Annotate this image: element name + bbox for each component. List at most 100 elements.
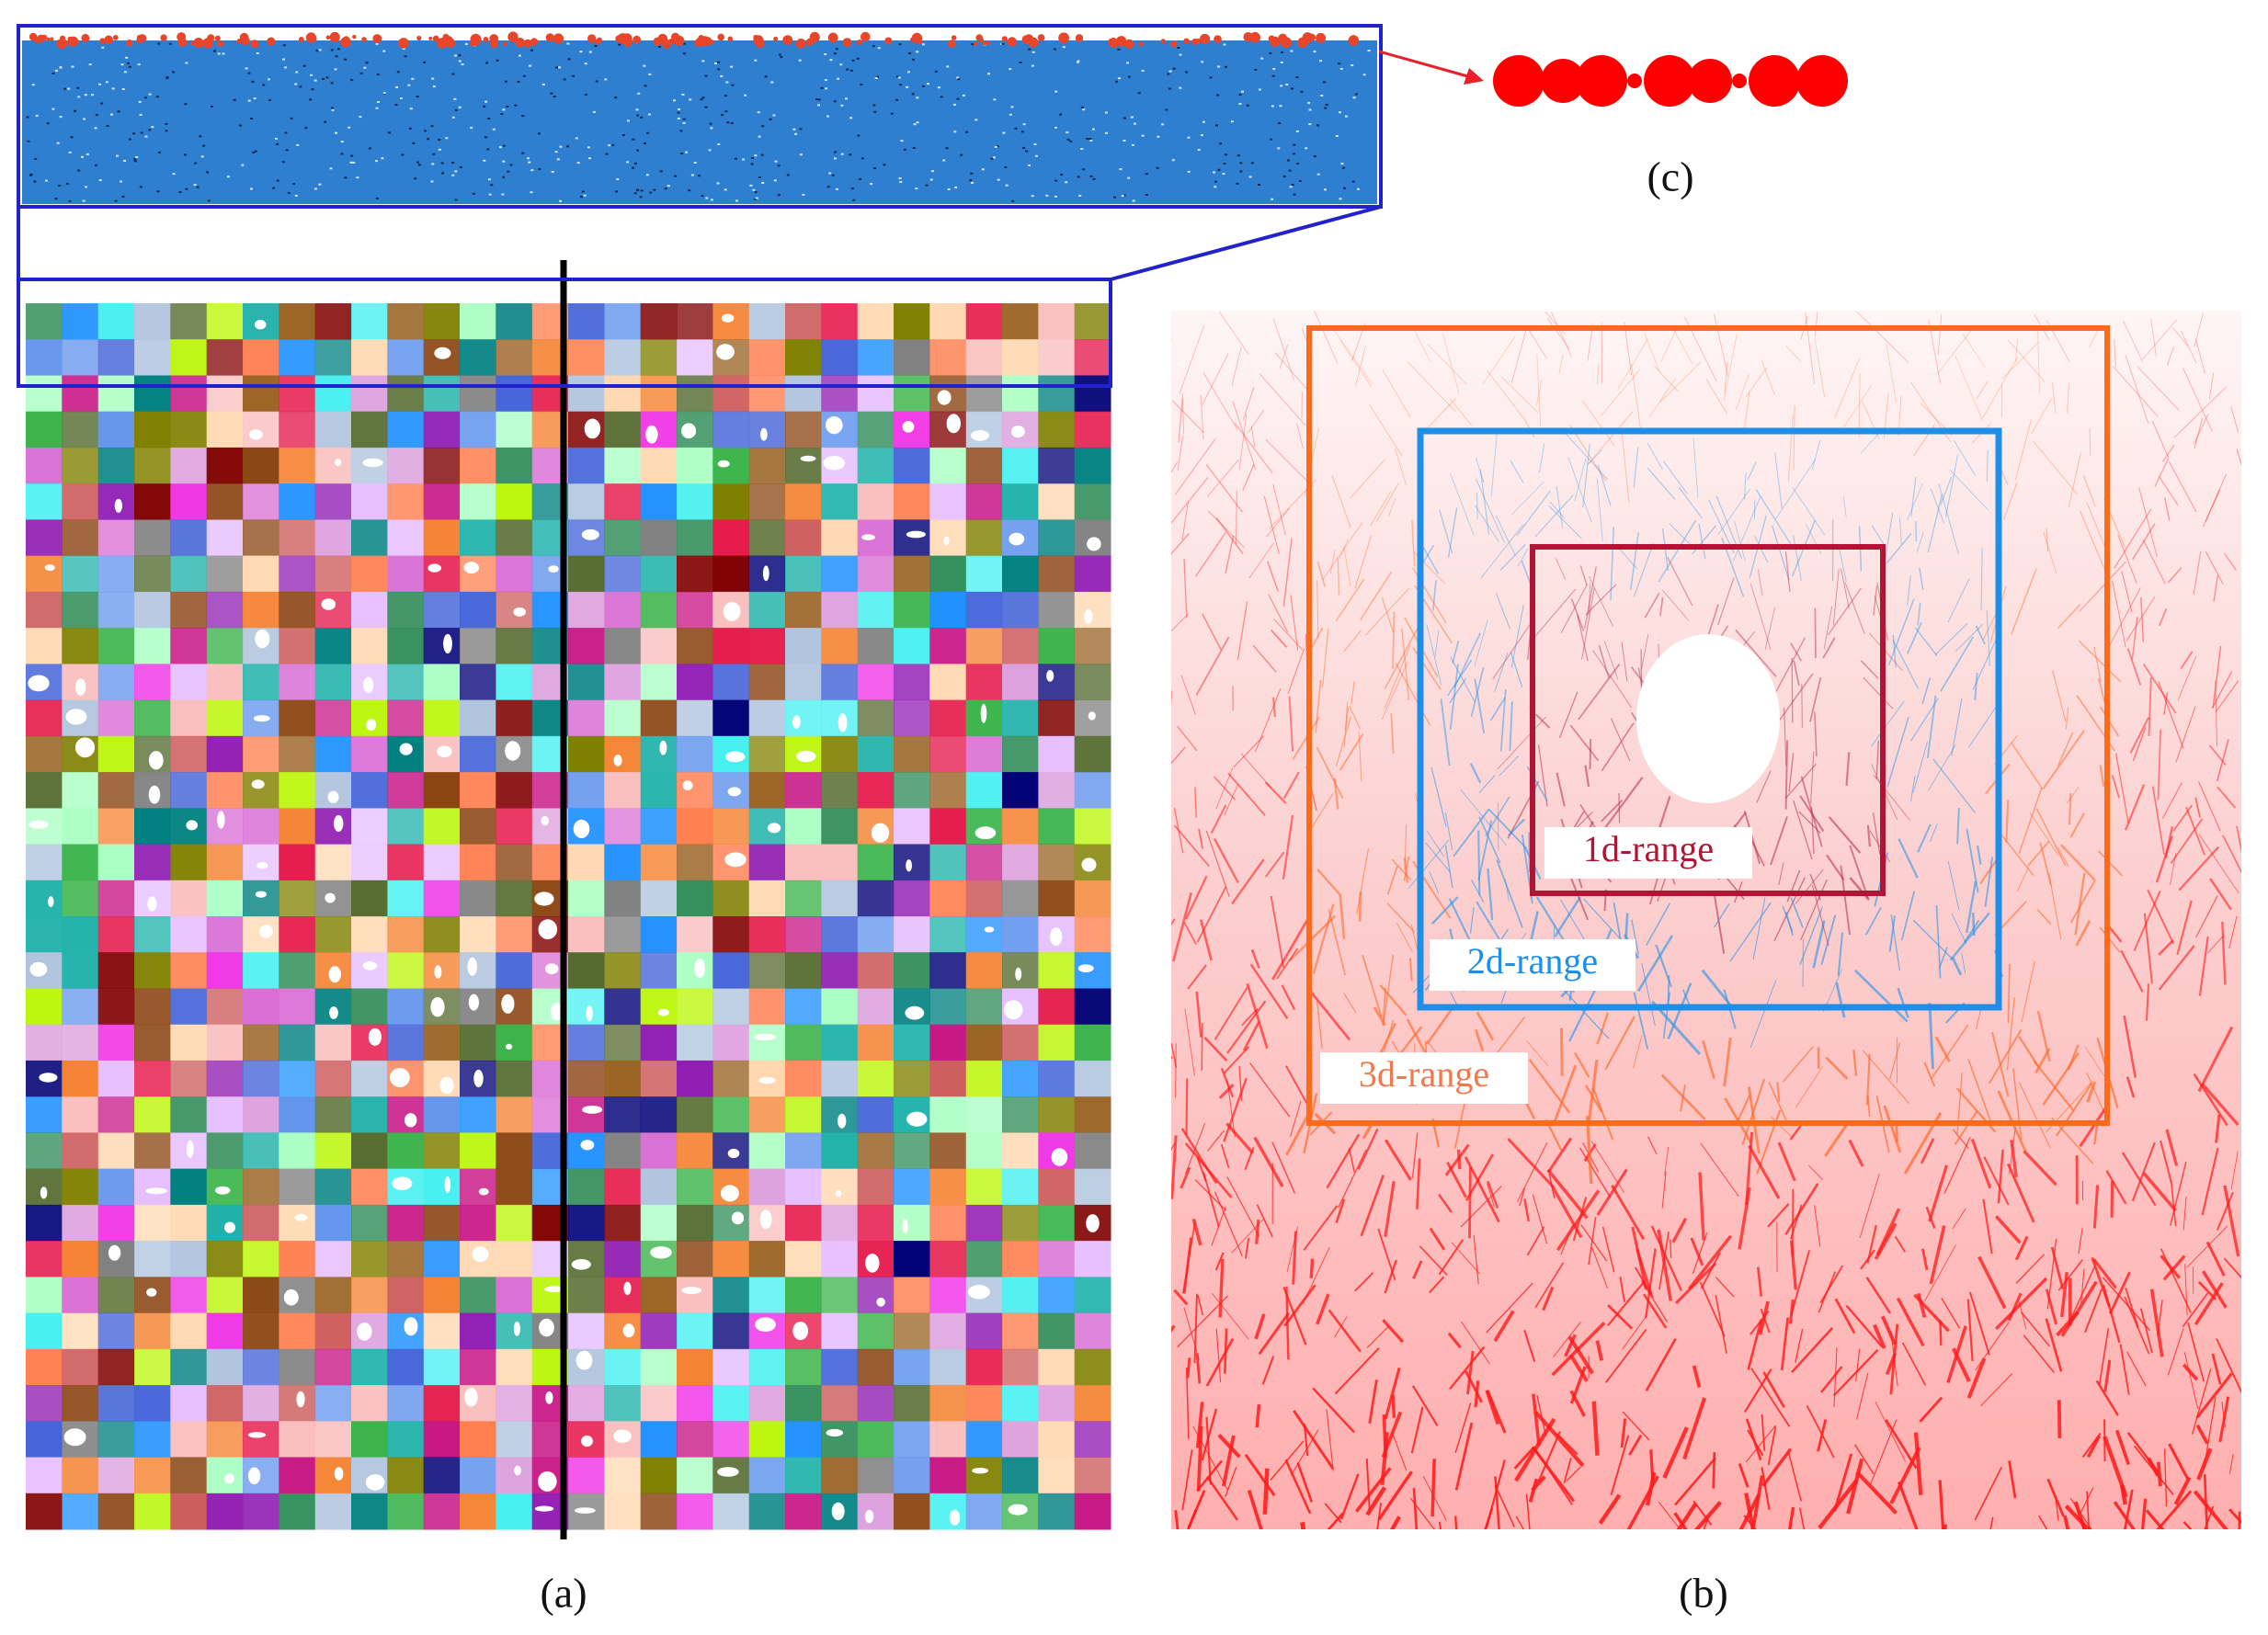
- force-chain: [2215, 680, 2217, 747]
- subdomain: [640, 1204, 678, 1242]
- particle: [837, 77, 840, 80]
- force-chain: [1659, 596, 1664, 617]
- subdomain: [97, 916, 135, 953]
- surface-particle: [28, 32, 38, 41]
- particle: [185, 62, 188, 64]
- subdomain: [568, 988, 605, 1026]
- force-chain: [2046, 528, 2049, 552]
- force-chain: [2198, 937, 2209, 996]
- force-chain: [1429, 1227, 1446, 1251]
- subdomain: [279, 1493, 316, 1530]
- subdomain: [97, 447, 135, 484]
- subdomain: [423, 628, 461, 664]
- subdomain: [460, 339, 496, 376]
- subdomain: [26, 1241, 63, 1277]
- force-chain: [2126, 1351, 2147, 1387]
- subdomain: [640, 555, 678, 593]
- subdomain: [604, 447, 642, 484]
- subdomain: [965, 988, 1003, 1026]
- subdomain: [677, 519, 713, 557]
- force-chain: [2162, 444, 2175, 462]
- surface-particle: [1170, 40, 1178, 48]
- zoom-source: [17, 278, 1112, 388]
- subdomain: [894, 699, 930, 737]
- surface-particle: [428, 36, 433, 40]
- particle: [758, 176, 761, 178]
- void: [148, 751, 164, 770]
- subdomain: [640, 735, 678, 773]
- force-chain: [1921, 677, 1932, 705]
- subdomain: [785, 447, 822, 484]
- subdomain: [423, 447, 461, 484]
- subdomain: [821, 483, 859, 520]
- force-chain: [1196, 1459, 1223, 1492]
- subdomain: [785, 1493, 822, 1530]
- particle: [632, 166, 635, 169]
- subdomain: [279, 952, 316, 989]
- void: [984, 926, 995, 933]
- subdomain: [748, 1096, 786, 1133]
- particle: [325, 76, 329, 79]
- subdomain: [134, 1060, 171, 1097]
- force-chain: [2211, 1353, 2222, 1385]
- void: [755, 1317, 776, 1332]
- particle: [1316, 124, 1319, 127]
- subdomain: [97, 411, 135, 448]
- subdomain: [857, 664, 895, 701]
- void: [902, 1219, 908, 1234]
- subdomain: [894, 555, 930, 593]
- subdomain: [496, 988, 533, 1026]
- force-chain: [1195, 991, 1202, 1038]
- subdomain: [785, 375, 822, 413]
- force-chain: [1595, 1340, 1604, 1361]
- force-chain: [1934, 622, 1968, 655]
- subdomain: [170, 519, 208, 557]
- subdomain: [785, 880, 822, 917]
- subdomain: [496, 1277, 533, 1314]
- subdomain: [604, 1096, 642, 1133]
- force-chain: [1898, 517, 1902, 545]
- particle: [697, 175, 701, 177]
- force-chain: [1334, 1347, 1380, 1395]
- particle: [1338, 62, 1341, 65]
- surface-particle: [1214, 35, 1222, 43]
- force-chain: [1951, 1347, 1971, 1382]
- subdomain: [677, 1204, 713, 1242]
- particle: [1209, 76, 1213, 79]
- particle: [59, 116, 63, 119]
- particle: [311, 88, 314, 91]
- subdomain: [26, 772, 63, 809]
- particle: [1082, 168, 1086, 171]
- void: [283, 1289, 299, 1306]
- force-chain: [1384, 1259, 1397, 1294]
- particle: [956, 97, 960, 100]
- subdomain: [929, 1060, 967, 1097]
- particle: [1009, 68, 1012, 71]
- particle: [744, 94, 747, 97]
- particle: [754, 154, 758, 157]
- force-chain: [1942, 1524, 1947, 1529]
- void: [472, 1246, 489, 1263]
- force-chain: [2117, 534, 2137, 585]
- force-chain: [1837, 932, 1843, 976]
- subdomain: [26, 1312, 63, 1350]
- particle: [724, 95, 727, 97]
- subdomain: [894, 664, 930, 701]
- particle: [222, 52, 225, 55]
- force-chain: [1514, 1417, 1556, 1482]
- force-chain: [1966, 1357, 1987, 1399]
- force-chain: [2084, 1289, 2103, 1334]
- force-chain: [2215, 1114, 2221, 1143]
- subdomain: [134, 483, 171, 520]
- force-chain: [2180, 330, 2197, 364]
- subdomain: [243, 1060, 279, 1097]
- force-chain: [1181, 1449, 1193, 1511]
- void: [1046, 670, 1054, 682]
- subdomain: [568, 1060, 605, 1097]
- subdomain: [1074, 555, 1111, 593]
- force-chain: [1179, 324, 1205, 394]
- subdomain: [1074, 916, 1111, 953]
- force-chain: [1187, 1490, 1206, 1528]
- force-chain: [1926, 695, 1937, 759]
- particle: [1354, 93, 1358, 96]
